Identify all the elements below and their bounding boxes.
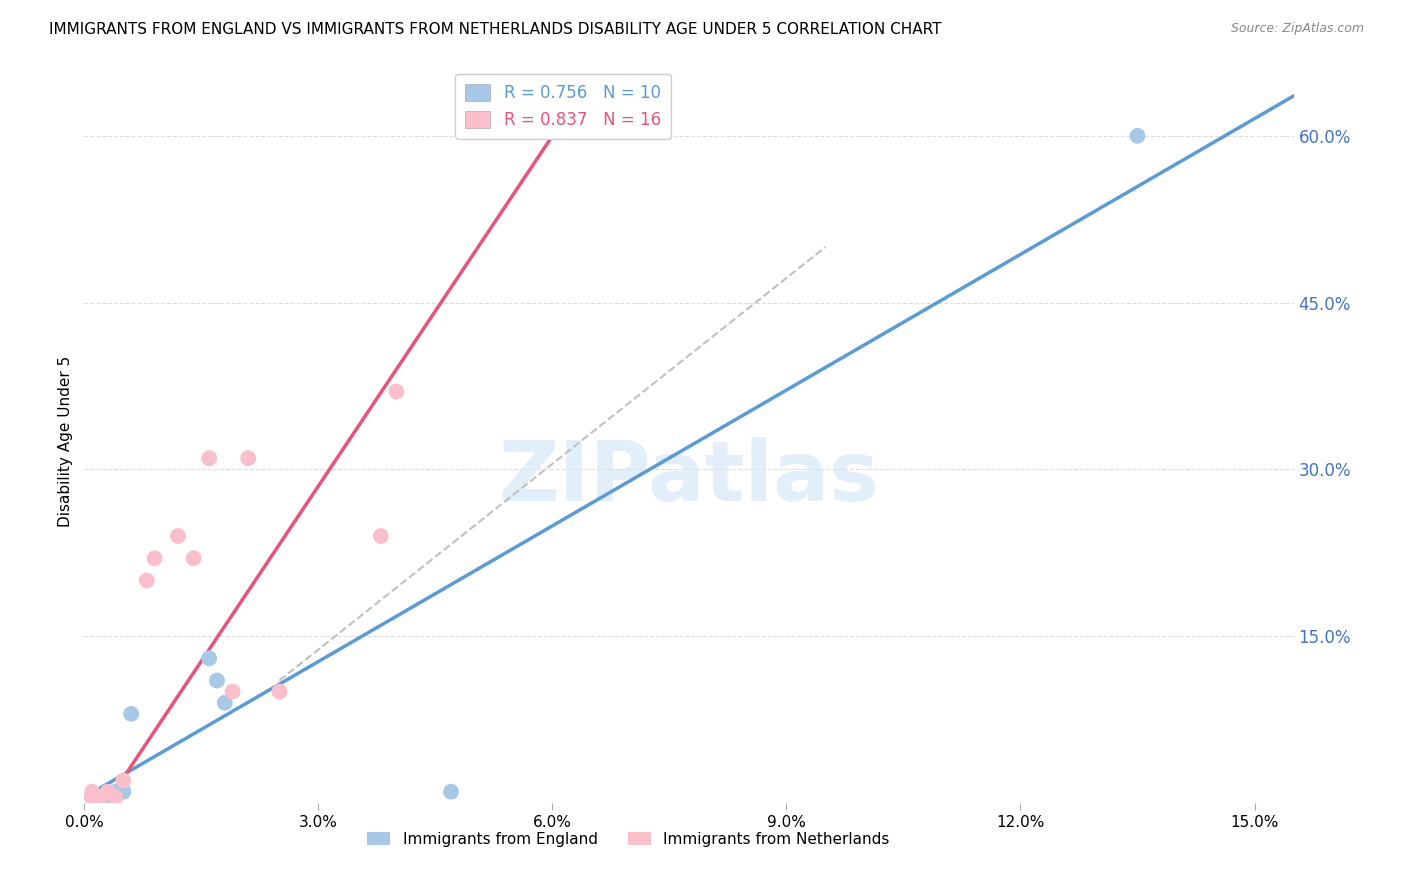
Point [198,651,221,665]
Point [97,785,120,799]
Text: ZIPatlas: ZIPatlas [499,437,879,518]
Point [167,529,190,543]
Point [89,790,111,805]
Point [385,384,408,399]
Point [440,785,463,799]
Text: IMMIGRANTS FROM ENGLAND VS IMMIGRANTS FROM NETHERLANDS DISABILITY AGE UNDER 5 CO: IMMIGRANTS FROM ENGLAND VS IMMIGRANTS FR… [49,22,942,37]
Point [104,785,127,799]
Point [183,551,205,566]
Point [198,451,221,466]
Point [82,790,104,805]
Text: Source: ZipAtlas.com: Source: ZipAtlas.com [1230,22,1364,36]
Legend: Immigrants from England, Immigrants from Netherlands: Immigrants from England, Immigrants from… [361,826,896,853]
Point [104,790,127,805]
Point [82,785,104,799]
Point [269,684,291,698]
Point [370,529,392,543]
Point [97,790,120,805]
Point [135,574,157,588]
Point [120,706,142,721]
Point [82,790,104,805]
Point [143,551,166,566]
Point [112,785,135,799]
Y-axis label: Disability Age Under 5: Disability Age Under 5 [58,356,73,527]
Point [89,790,111,805]
Point [214,696,236,710]
Point [1126,128,1149,143]
Point [221,684,243,698]
Point [205,673,228,688]
Point [238,451,260,466]
Point [112,773,135,788]
